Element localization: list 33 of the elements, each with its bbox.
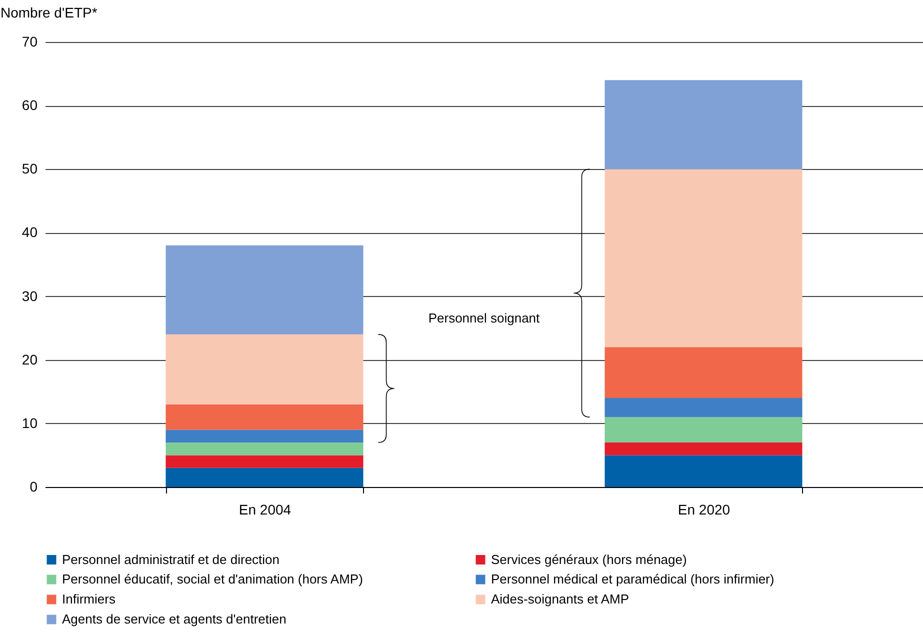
- bar: [604, 80, 802, 170]
- y-tick-label: 70: [22, 34, 38, 50]
- bar: [166, 404, 364, 430]
- bar: [604, 417, 802, 442]
- y-tick-label: 0: [30, 478, 38, 494]
- legend-label: Infirmiers: [62, 592, 116, 606]
- y-tick-label: 10: [22, 414, 38, 431]
- bar: [166, 245, 364, 334]
- bar: [604, 455, 802, 487]
- bar: [166, 334, 364, 404]
- y-tick-label: 20: [22, 351, 38, 368]
- legend-label: Personnel médical et paramédical (hors infirmier): [491, 572, 774, 586]
- y-axis-title: Nombre d'ETP*: [0, 4, 98, 20]
- bar: [604, 347, 802, 398]
- legend-label: Agents de service et agents d'entretien: [62, 612, 286, 626]
- legend-label: Services généraux (hors ménage): [491, 552, 687, 567]
- x-tick-label: En 2004: [238, 502, 292, 518]
- annotation: Personnel soignant: [428, 310, 540, 326]
- y-tick-label: 40: [22, 224, 38, 240]
- y-tick-label: 30: [22, 288, 38, 304]
- x-tick-label: En 2020: [678, 502, 730, 518]
- y-tick-label: 50: [22, 160, 38, 177]
- y-tick-label: 60: [22, 97, 38, 114]
- bar: [166, 468, 364, 487]
- legend-label: Personnel éducatif, social et d'animation (hors AMP): [62, 572, 363, 586]
- legend-label: Personnel administratif et de direction: [62, 552, 280, 567]
- bar: [604, 442, 802, 456]
- bar: [604, 169, 802, 348]
- bar: [166, 442, 364, 456]
- bar: [604, 398, 802, 418]
- legend-label: Aides-soignants et AMP: [491, 592, 630, 606]
- bar: [166, 455, 364, 468]
- bar: [166, 430, 364, 442]
